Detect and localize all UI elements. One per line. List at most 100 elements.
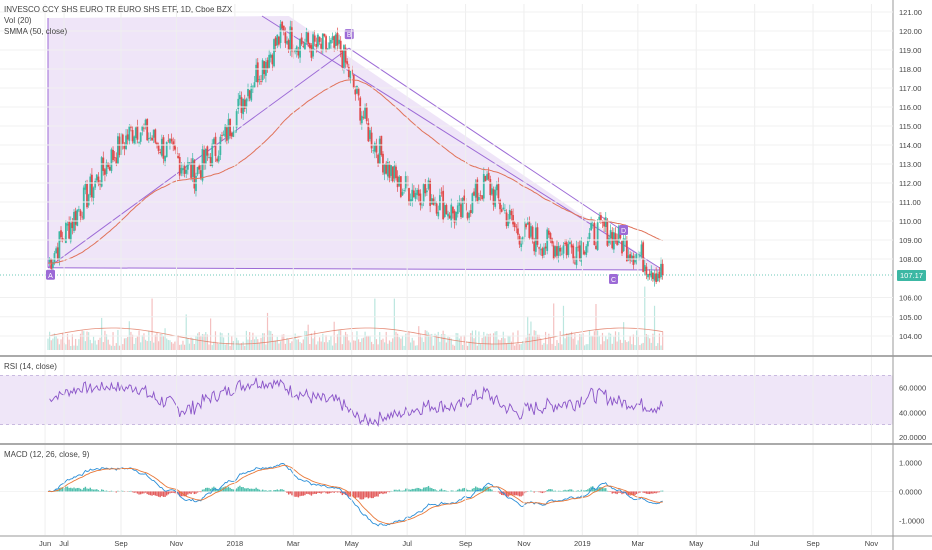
candle-body (310, 45, 313, 58)
candle-body (647, 274, 649, 278)
candle-body (382, 153, 384, 173)
volume-bar (401, 335, 404, 350)
volume-bar (486, 333, 488, 350)
candle-body (121, 134, 124, 144)
volume-bar (636, 330, 638, 350)
volume-bar (47, 338, 49, 350)
macd-histogram-bar (248, 488, 251, 492)
y-tick-label: 105.00 (899, 313, 922, 322)
volume-bar (515, 343, 517, 350)
volume-bar (166, 338, 168, 350)
candle-body (364, 106, 366, 119)
volume-bar (426, 330, 428, 350)
macd-histogram-bar (102, 489, 104, 492)
macd-histogram-bar (515, 491, 518, 496)
volume-bar (476, 345, 478, 350)
volume-bar (307, 324, 309, 350)
macd-histogram-bar (265, 490, 267, 492)
candle-body (58, 231, 61, 260)
rsi-pane: 60.0000 40.0000 20.0000 (0, 375, 932, 445)
candle-body (508, 210, 511, 219)
candle-body (408, 188, 410, 202)
volume-bar (148, 330, 150, 350)
legend-vol: Vol (20) (4, 16, 32, 25)
candle-body (160, 138, 163, 156)
volume-bar (605, 336, 607, 350)
volume-bar (118, 345, 121, 350)
volume-bar (182, 340, 184, 350)
volume-bar (71, 334, 73, 350)
macd-histogram-bar (582, 490, 584, 492)
macd-histogram-bar (398, 489, 400, 492)
macd-histogram-bar (193, 491, 196, 495)
volume-bar (201, 333, 204, 350)
macd-histogram-bar (201, 489, 204, 492)
candle-body (582, 242, 584, 255)
volume-bar (338, 330, 340, 350)
candle-body (55, 248, 58, 254)
candle-body (100, 157, 103, 187)
candle-body (468, 212, 471, 218)
volume-bar (318, 337, 321, 350)
candle-body (596, 222, 599, 251)
candle-body (149, 137, 152, 139)
x-tick-label: Nov (170, 539, 184, 548)
candle-body (143, 127, 145, 129)
volume-bar (164, 328, 166, 350)
candle-body (291, 27, 293, 52)
candle-body (538, 247, 540, 249)
x-tick-label: May (689, 539, 703, 548)
candle-body (133, 136, 136, 144)
volume-bar (301, 343, 303, 350)
candle-body (427, 180, 430, 189)
candle-body (170, 138, 173, 142)
candle-body (378, 138, 381, 164)
volume-bar (489, 333, 491, 350)
volume-bar (463, 335, 465, 350)
macd-histogram-bar (136, 491, 139, 494)
volume-bar (115, 343, 117, 350)
volume-bar (232, 341, 234, 350)
macd-histogram-bar (435, 490, 438, 492)
macd-histogram-bar (205, 487, 207, 492)
volume-bar (177, 335, 179, 350)
macd-histogram-bar (143, 491, 145, 494)
candle-body (198, 165, 201, 170)
candle-body (448, 215, 451, 219)
candle-body (232, 131, 235, 137)
volume-bar (75, 338, 77, 350)
candle-body (196, 167, 199, 175)
candle-body (286, 40, 288, 44)
macd-histogram-bar (473, 487, 475, 492)
y-tick-label: 109.00 (899, 236, 922, 245)
candle-body (627, 255, 630, 261)
macd-histogram-bar (422, 487, 425, 492)
volume-bar (249, 332, 251, 350)
volume-bar (491, 343, 493, 350)
macd-histogram-bar (239, 485, 241, 492)
macd-histogram-bar (341, 491, 344, 496)
volume-bar (84, 341, 86, 350)
candle-body (447, 213, 449, 217)
volume-bar (299, 341, 301, 350)
volume-bar (416, 345, 418, 350)
volume-bar (96, 344, 98, 350)
candle-body (206, 146, 209, 156)
volume-bar (629, 336, 631, 350)
macd-histogram-bar (105, 490, 108, 492)
volume-bar (595, 304, 597, 350)
volume-bar (240, 343, 243, 350)
macd-histogram-bar (312, 491, 314, 495)
candle-body (201, 149, 204, 181)
candle-body (451, 206, 454, 214)
volume-bar (66, 333, 69, 350)
candle-body (632, 255, 635, 265)
macd-histogram-bar (377, 491, 379, 497)
macd-histogram-bar (652, 491, 654, 494)
volume-bar (328, 340, 330, 350)
candle-body (549, 233, 552, 241)
candle-body (276, 34, 279, 46)
macd-histogram-bar (252, 488, 254, 492)
volume-bar (366, 335, 368, 350)
volume-bar (327, 342, 329, 350)
